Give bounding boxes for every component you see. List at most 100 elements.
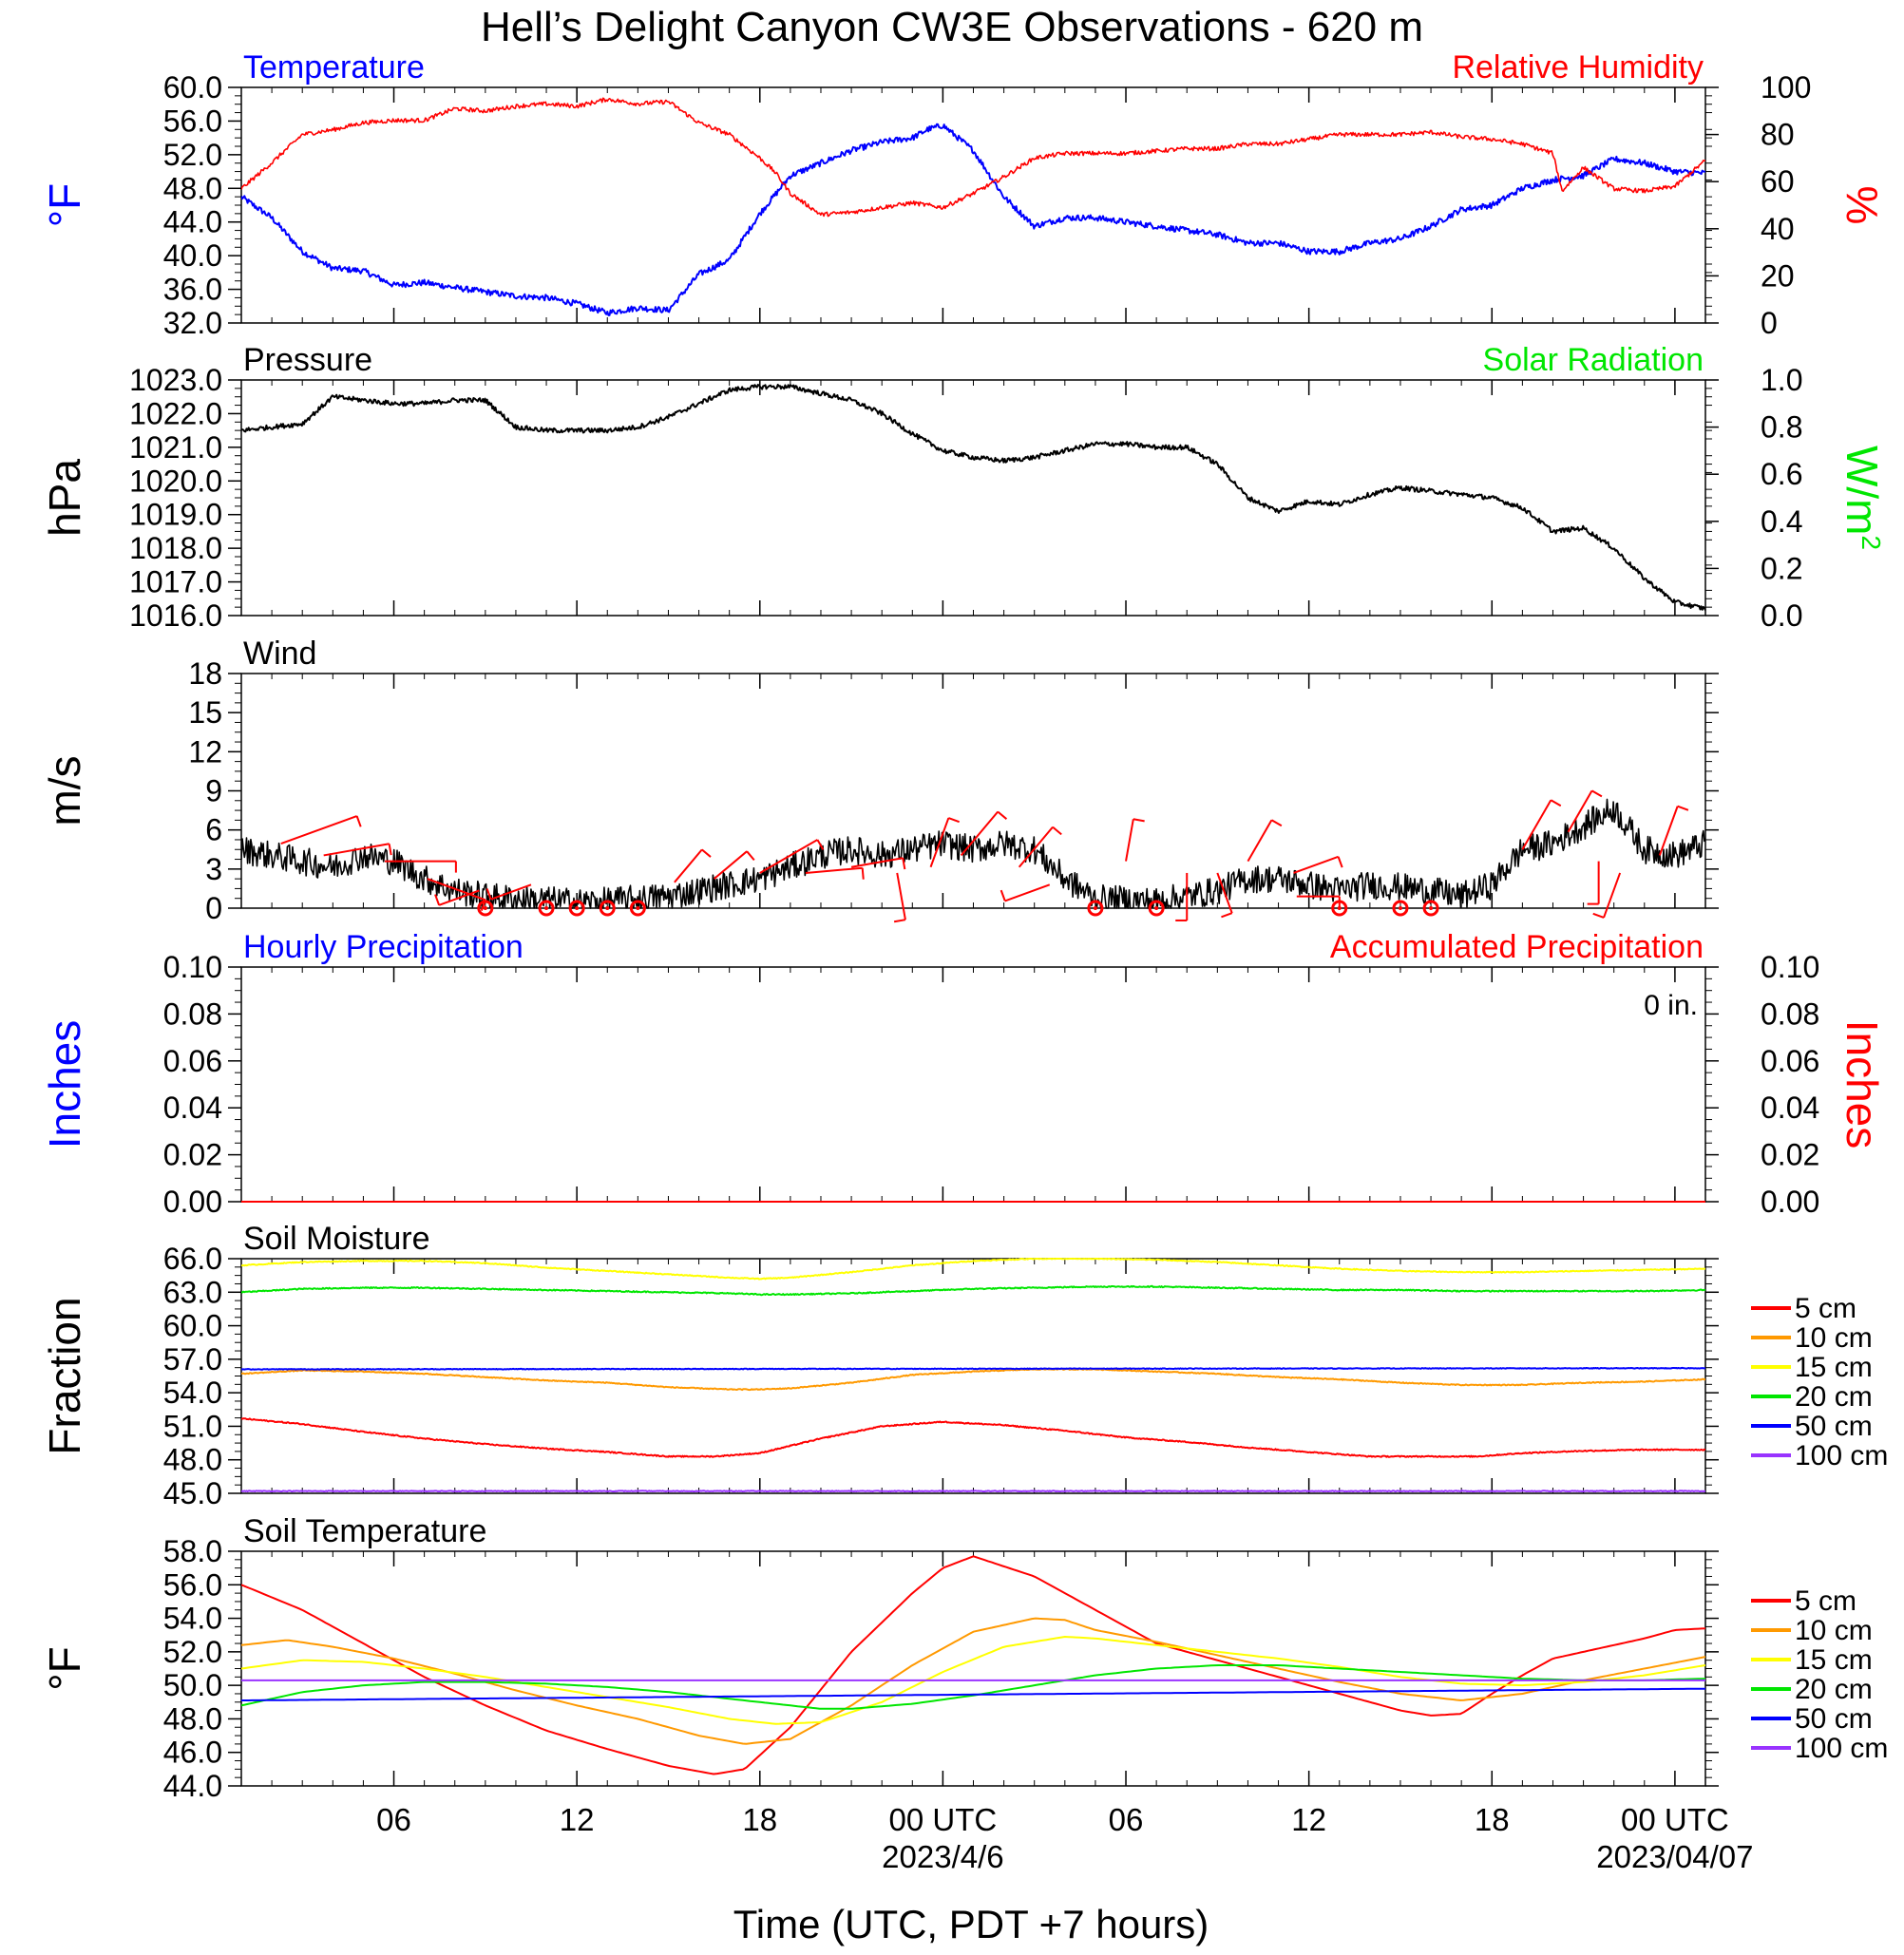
panel-soil-temperature: 58.056.054.052.050.048.046.044.0 Soil Tem… <box>40 1513 1888 1803</box>
wind-barb-flag <box>1337 856 1343 868</box>
y-tick-label: 15 <box>188 695 222 730</box>
calm-marker <box>1087 900 1104 917</box>
y-tick-label: 56.0 <box>163 104 222 138</box>
legend-label: 15 cm <box>1795 1352 1873 1383</box>
wind-barb-flag <box>893 919 906 923</box>
wind-barb-flag <box>816 839 825 850</box>
wind-barb-flag <box>1592 912 1605 919</box>
y-right-tick-label: 80 <box>1761 118 1795 152</box>
y-right-tick-label: 0.6 <box>1761 457 1802 491</box>
legend-label: 100 cm <box>1795 1733 1888 1764</box>
calm-marker-dot <box>1093 906 1097 910</box>
y-tick-label: 18 <box>188 656 222 691</box>
y-tick-label: 32.0 <box>163 306 222 340</box>
wind-barb-flag <box>1000 889 1006 902</box>
calm-marker-dot <box>544 906 549 910</box>
panel-wind: 18 15 12 9 6 3 0 Wind m/s <box>40 636 1719 925</box>
panel-temperature-rh: 60.056.052.048.044.040.036.032.0 100 80 60 4… <box>40 49 1887 340</box>
y-right-tick-label: 40 <box>1761 212 1795 246</box>
y-tick-label: 44.0 <box>163 1769 222 1803</box>
series-line-5cm <box>241 1555 1705 1775</box>
y-tick-label: 12 <box>188 734 222 769</box>
legend-label: 20 cm <box>1795 1381 1873 1413</box>
wind-barb <box>1247 819 1273 863</box>
y-tick-label: 0.10 <box>163 950 222 984</box>
wind-barb <box>1521 799 1552 850</box>
wind-barb-flag <box>434 894 441 906</box>
x-tick-label: 00 UTC <box>889 1802 998 1837</box>
panel-title-right: Accumulated Precipitation <box>1330 929 1704 965</box>
x-tick-label: 12 <box>1291 1802 1326 1837</box>
wind-barb-flag <box>1677 805 1689 811</box>
wind-barb <box>1125 819 1134 862</box>
panel-title-left: Temperature <box>243 49 425 85</box>
y-tick-label: 1016.0 <box>129 598 222 633</box>
wind-barb <box>1567 789 1593 833</box>
wind-barb-flag <box>1550 799 1562 807</box>
y-right-tick-label: 0.10 <box>1761 950 1819 984</box>
y-tick-label: 54.0 <box>163 1376 222 1410</box>
series-line-50cm <box>241 1366 1705 1371</box>
calm-marker-dot <box>1398 906 1402 910</box>
x-tick-label: 18 <box>1475 1802 1510 1837</box>
legend-label: 50 cm <box>1795 1411 1873 1442</box>
y-axis-label-left: hPa <box>40 459 89 537</box>
superscript: 2 <box>1856 535 1886 550</box>
plot-frame <box>240 966 1706 1203</box>
wind-barb-flag <box>1052 826 1062 836</box>
wind-barb <box>323 843 390 857</box>
panel-pressure: 1023.01022.01021.01020.01019.01018.01017… <box>40 342 1887 633</box>
series-line-50cm <box>241 1687 1705 1701</box>
y-tick-label: 57.0 <box>163 1342 222 1376</box>
y-right-tick-label: 1.0 <box>1761 363 1802 397</box>
y-tick-label: 52.0 <box>163 138 222 172</box>
series-line <box>241 384 1705 611</box>
y-right-tick-label: 60 <box>1761 164 1795 199</box>
wind-barb-flag <box>1591 789 1603 798</box>
panel-title-right: Relative Humidity <box>1452 49 1704 85</box>
y-tick-label: 48.0 <box>163 171 222 205</box>
x-tick-label: 06 <box>376 1802 411 1837</box>
calm-marker-dot <box>1154 906 1159 910</box>
wind-barb <box>1293 855 1339 874</box>
series-group <box>241 97 1705 316</box>
wind-barb-flag <box>997 810 1008 820</box>
panel-precipitation: 0.10 0.08 0.06 0.04 0.02 0.00 0.10 0.08 0.06 0.04… <box>40 929 1887 1219</box>
x-tick-label: 06 <box>1109 1802 1144 1837</box>
x-tick-label: 00 UTC <box>1621 1802 1729 1837</box>
y-tick-label: 60.0 <box>163 1309 222 1343</box>
y-right-tick-label: 0.4 <box>1761 504 1802 539</box>
wind-barb <box>759 839 818 874</box>
wind-barb <box>1216 872 1233 914</box>
y-axis-label-left: Fraction <box>40 1297 89 1454</box>
y-tick-label: 1020.0 <box>129 464 222 498</box>
series-group <box>241 384 1705 611</box>
wind-barb-flag <box>948 817 960 824</box>
calm-marker-dot <box>483 906 487 910</box>
panel-title-left: Soil Moisture <box>243 1221 430 1257</box>
calm-marker <box>568 900 585 917</box>
x-tick-date-label: 2023/04/07 <box>1596 1839 1753 1874</box>
wind-barb <box>280 815 357 845</box>
calm-marker <box>1331 900 1348 917</box>
y-right-tick-label: 0.00 <box>1761 1185 1819 1219</box>
plot-frame <box>240 673 1706 909</box>
y-tick-label: 56.0 <box>163 1567 222 1602</box>
y-tick-label: 58.0 <box>163 1534 222 1568</box>
panel-title-left: Soil Temperature <box>243 1513 486 1549</box>
wind-barb <box>438 889 480 906</box>
y-tick-label: 46.0 <box>163 1736 222 1770</box>
calm-marker-dot <box>575 906 580 910</box>
y-tick-label: 1021.0 <box>129 430 222 465</box>
panel-title-left: Hourly Precipitation <box>243 929 524 965</box>
y-tick-label: 48.0 <box>163 1701 222 1736</box>
y-right-tick-label: 100 <box>1761 70 1811 104</box>
x-tick-label: 12 <box>560 1802 595 1837</box>
legend-label: 20 cm <box>1795 1674 1873 1705</box>
wind-barb <box>713 850 748 880</box>
series-group <box>241 1258 1705 1492</box>
calm-marker <box>477 900 494 917</box>
